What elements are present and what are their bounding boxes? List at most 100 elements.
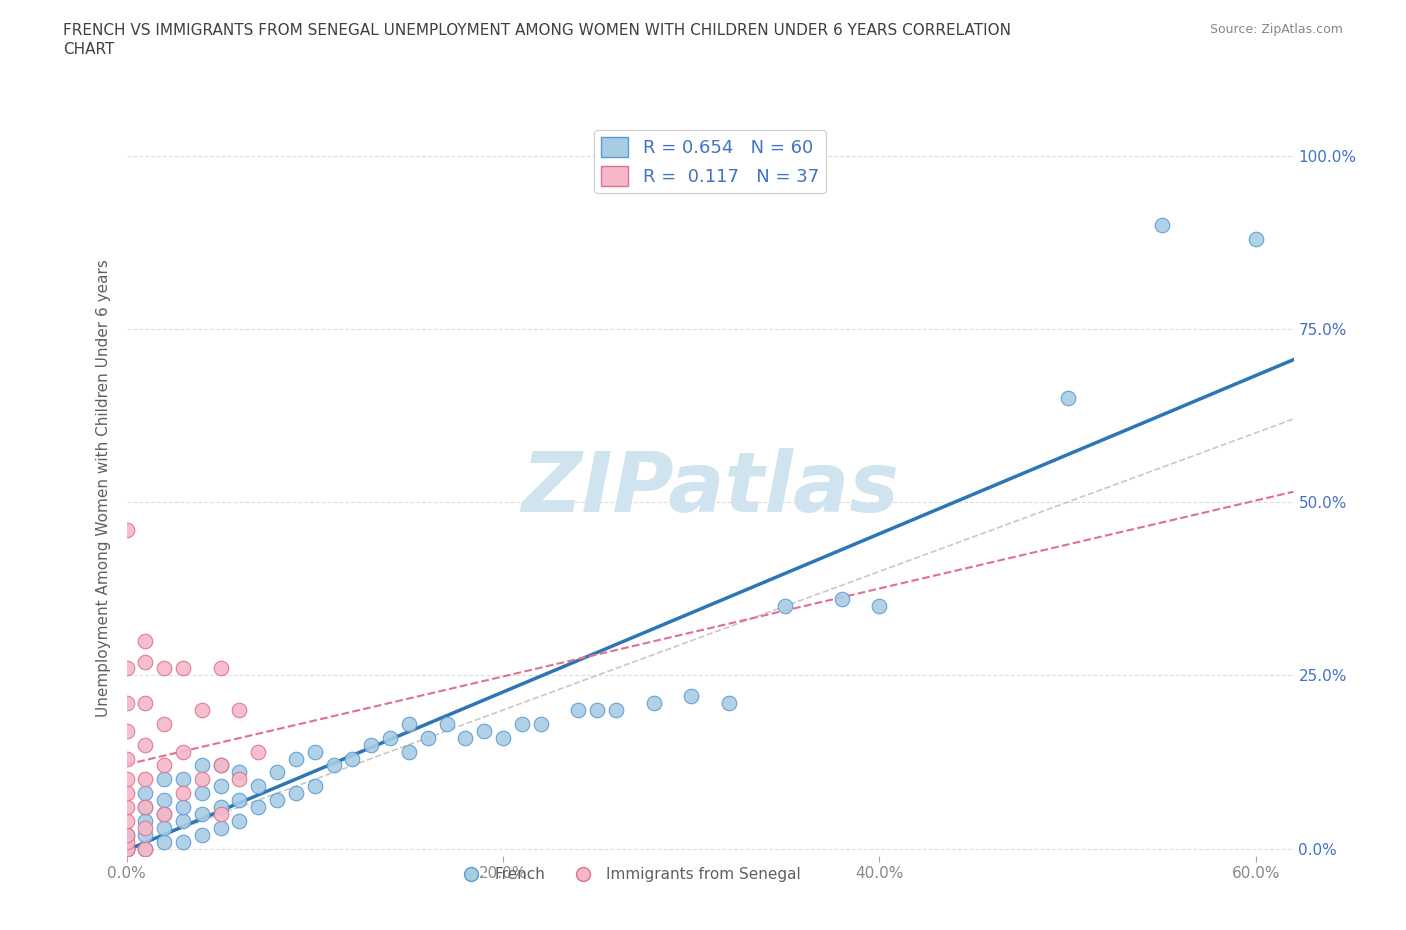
Legend: French, Immigrants from Senegal: French, Immigrants from Senegal: [450, 861, 807, 888]
Point: [304, 744, 326, 759]
Point: [134, 800, 156, 815]
Text: ZIPatlas: ZIPatlas: [522, 447, 898, 529]
Point: [454, 730, 477, 745]
Point: [115, 842, 138, 857]
Point: [115, 786, 138, 801]
Point: [191, 758, 214, 773]
Point: [209, 820, 232, 835]
Point: [134, 820, 156, 835]
Point: [191, 828, 214, 843]
Point: [134, 737, 156, 752]
Point: [191, 702, 214, 717]
Point: [134, 772, 156, 787]
Point: [172, 814, 194, 829]
Point: [115, 724, 138, 738]
Point: [398, 716, 420, 731]
Point: [1244, 232, 1267, 246]
Point: [247, 744, 270, 759]
Point: [436, 716, 458, 731]
Point: [284, 786, 307, 801]
Point: [172, 800, 194, 815]
Point: [398, 744, 420, 759]
Point: [134, 842, 156, 857]
Text: FRENCH VS IMMIGRANTS FROM SENEGAL UNEMPLOYMENT AMONG WOMEN WITH CHILDREN UNDER 6: FRENCH VS IMMIGRANTS FROM SENEGAL UNEMPL…: [63, 23, 1011, 38]
Point: [172, 786, 194, 801]
Point: [134, 814, 156, 829]
Point: [115, 772, 138, 787]
Point: [247, 800, 270, 815]
Point: [115, 842, 138, 857]
Point: [209, 758, 232, 773]
Point: [831, 591, 853, 606]
Point: [605, 702, 627, 717]
Point: [115, 696, 138, 711]
Point: [492, 730, 515, 745]
Point: [567, 702, 589, 717]
Y-axis label: Unemployment Among Women with Children Under 6 years: Unemployment Among Women with Children U…: [96, 259, 111, 717]
Point: [416, 730, 439, 745]
Point: [115, 828, 138, 843]
Point: [115, 842, 138, 857]
Point: [115, 814, 138, 829]
Text: CHART: CHART: [63, 42, 115, 57]
Text: Source: ZipAtlas.com: Source: ZipAtlas.com: [1209, 23, 1343, 36]
Point: [134, 654, 156, 669]
Point: [153, 806, 176, 821]
Point: [209, 800, 232, 815]
Point: [134, 696, 156, 711]
Point: [153, 661, 176, 676]
Point: [153, 820, 176, 835]
Point: [134, 800, 156, 815]
Point: [775, 599, 797, 614]
Point: [115, 751, 138, 766]
Point: [115, 834, 138, 849]
Point: [510, 716, 533, 731]
Point: [134, 842, 156, 857]
Point: [247, 778, 270, 793]
Point: [153, 772, 176, 787]
Point: [134, 633, 156, 648]
Point: [586, 702, 609, 717]
Point: [115, 828, 138, 843]
Point: [115, 800, 138, 815]
Point: [134, 786, 156, 801]
Point: [681, 689, 703, 704]
Point: [191, 806, 214, 821]
Point: [172, 744, 194, 759]
Point: [172, 772, 194, 787]
Point: [191, 772, 214, 787]
Point: [191, 786, 214, 801]
Point: [228, 702, 250, 717]
Point: [153, 792, 176, 807]
Point: [304, 778, 326, 793]
Point: [209, 758, 232, 773]
Point: [342, 751, 364, 766]
Point: [322, 758, 344, 773]
Point: [153, 716, 176, 731]
Point: [153, 834, 176, 849]
Point: [228, 814, 250, 829]
Point: [134, 828, 156, 843]
Point: [209, 778, 232, 793]
Point: [115, 842, 138, 857]
Point: [115, 523, 138, 538]
Point: [717, 696, 740, 711]
Point: [153, 806, 176, 821]
Point: [172, 834, 194, 849]
Point: [115, 661, 138, 676]
Point: [1150, 218, 1173, 232]
Point: [472, 724, 495, 738]
Point: [643, 696, 665, 711]
Point: [530, 716, 553, 731]
Point: [228, 772, 250, 787]
Point: [228, 765, 250, 780]
Point: [172, 661, 194, 676]
Point: [284, 751, 307, 766]
Point: [209, 806, 232, 821]
Point: [153, 758, 176, 773]
Point: [378, 730, 401, 745]
Point: [209, 661, 232, 676]
Point: [266, 792, 288, 807]
Point: [868, 599, 890, 614]
Point: [228, 792, 250, 807]
